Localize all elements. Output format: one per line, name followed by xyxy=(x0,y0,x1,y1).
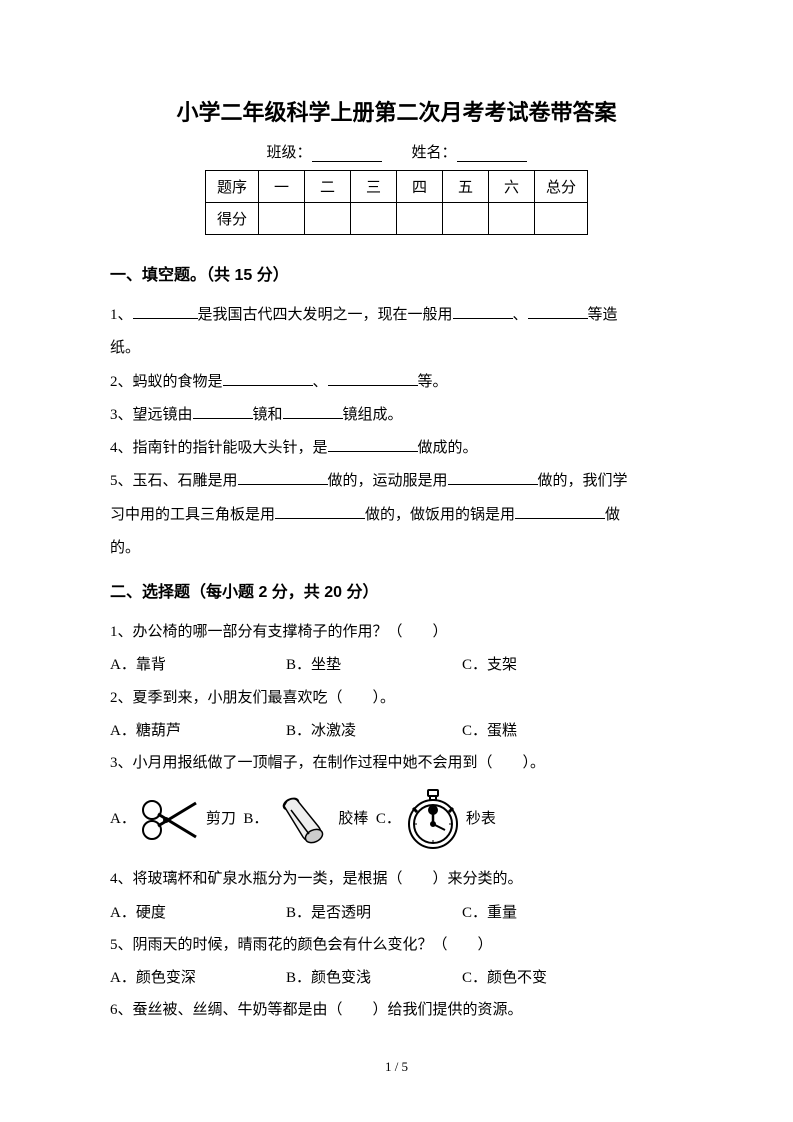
s2-q5: 5、阴雨天的时候，晴雨花的颜色会有什么变化？（ ） xyxy=(110,929,683,961)
s2-q5-options: A．颜色变深 B．颜色变浅 C．颜色不变 xyxy=(110,962,683,994)
option-a: A．颜色变深 xyxy=(110,962,286,994)
table-score-cell[interactable] xyxy=(305,203,351,235)
page-number: 1 / 5 xyxy=(0,1059,793,1075)
option-b: B．坐垫 xyxy=(286,649,462,681)
blank[interactable] xyxy=(133,304,198,319)
option-a-pre: A． xyxy=(110,806,136,833)
table-col: 二 xyxy=(305,171,351,203)
option-a-post: 剪刀 xyxy=(206,806,236,833)
s1-q3: 3、望远镜由镜和镜组成。 xyxy=(110,399,683,431)
option-b-post: 胶棒 xyxy=(338,806,368,833)
page-title: 小学二年级科学上册第二次月考考试卷带答案 xyxy=(110,95,683,127)
blank[interactable] xyxy=(448,470,538,485)
table-score-cell[interactable] xyxy=(443,203,489,235)
table-col: 四 xyxy=(397,171,443,203)
option-c: C．蛋糕 xyxy=(462,715,683,747)
s2-q3-options: A． 剪刀 B． 胶棒 C． xyxy=(110,787,683,851)
table-col: 五 xyxy=(443,171,489,203)
option-c: C．重量 xyxy=(462,897,683,929)
table-score-cell[interactable] xyxy=(397,203,443,235)
s1-q5: 5、玉石、石雕是用做的，运动服是用做的，我们学 xyxy=(110,465,683,497)
option-a: A．靠背 xyxy=(110,649,286,681)
blank[interactable] xyxy=(223,371,313,386)
s2-q3: 3、小月用报纸做了一顶帽子，在制作过程中她不会用到（ ）。 xyxy=(110,747,683,779)
table-score-cell[interactable] xyxy=(535,203,588,235)
info-line: 班级： 姓名： xyxy=(110,141,683,162)
table-col: 六 xyxy=(489,171,535,203)
blank[interactable] xyxy=(453,304,513,319)
s1-q5-cont2: 的。 xyxy=(110,532,683,564)
name-label: 姓名： xyxy=(412,145,457,161)
option-a: A．糖葫芦 xyxy=(110,715,286,747)
blank[interactable] xyxy=(528,304,588,319)
option-c-pre: C． xyxy=(376,806,401,833)
score-table: 题序 一 二 三 四 五 六 总分 得分 xyxy=(205,170,588,235)
s1-q2: 2、蚂蚁的食物是、等。 xyxy=(110,366,683,398)
s1-q4: 4、指南针的指针能吸大头针，是做成的。 xyxy=(110,432,683,464)
blank[interactable] xyxy=(238,470,328,485)
option-b: B．冰激凌 xyxy=(286,715,462,747)
table-score-cell[interactable] xyxy=(489,203,535,235)
scissors-icon xyxy=(136,789,206,849)
blank[interactable] xyxy=(193,404,253,419)
section-2-header: 二、选择题（每小题 2 分，共 20 分） xyxy=(110,578,683,602)
class-blank[interactable] xyxy=(312,146,382,162)
table-score-cell[interactable] xyxy=(259,203,305,235)
s1-q1-cont: 纸。 xyxy=(110,332,683,364)
blank[interactable] xyxy=(283,404,343,419)
s2-q2-options: A．糖葫芦 B．冰激凌 C．蛋糕 xyxy=(110,715,683,747)
option-b: B．是否透明 xyxy=(286,897,462,929)
option-a: A．硬度 xyxy=(110,897,286,929)
table-col: 三 xyxy=(351,171,397,203)
option-b-pre: B． xyxy=(243,806,268,833)
option-b: B．颜色变浅 xyxy=(286,962,462,994)
table-total-label: 总分 xyxy=(535,171,588,203)
s2-q1-options: A．靠背 B．坐垫 C．支架 xyxy=(110,649,683,681)
blank[interactable] xyxy=(328,371,418,386)
s2-q1: 1、办公椅的哪一部分有支撑椅子的作用？（ ） xyxy=(110,616,683,648)
s2-q4: 4、将玻璃杯和矿泉水瓶分为一类，是根据（ ）来分类的。 xyxy=(110,863,683,895)
s1-q1: 1、是我国古代四大发明之一，现在一般用、等造 xyxy=(110,299,683,331)
table-score-cell[interactable] xyxy=(351,203,397,235)
s2-q4-options: A．硬度 B．是否透明 C．重量 xyxy=(110,897,683,929)
table-header-label: 题序 xyxy=(206,171,259,203)
s1-q5-cont: 习中用的工具三角板是用做的，做饭用的锅是用做 xyxy=(110,499,683,531)
glue-stick-icon xyxy=(268,789,338,849)
s2-q6: 6、蚕丝被、丝绸、牛奶等都是由（ ）给我们提供的资源。 xyxy=(110,994,683,1026)
stopwatch-icon xyxy=(401,787,466,851)
option-c-post: 秒表 xyxy=(466,806,496,833)
blank[interactable] xyxy=(515,504,605,519)
name-blank[interactable] xyxy=(457,146,527,162)
blank[interactable] xyxy=(328,437,418,452)
option-c: C．颜色不变 xyxy=(462,962,683,994)
class-label: 班级： xyxy=(266,145,311,161)
section-1-header: 一、填空题。（共 15 分） xyxy=(110,261,683,285)
table-col: 一 xyxy=(259,171,305,203)
s2-q2: 2、夏季到来，小朋友们最喜欢吃（ ）。 xyxy=(110,682,683,714)
blank[interactable] xyxy=(275,504,365,519)
option-c: C．支架 xyxy=(462,649,683,681)
table-score-label: 得分 xyxy=(206,203,259,235)
